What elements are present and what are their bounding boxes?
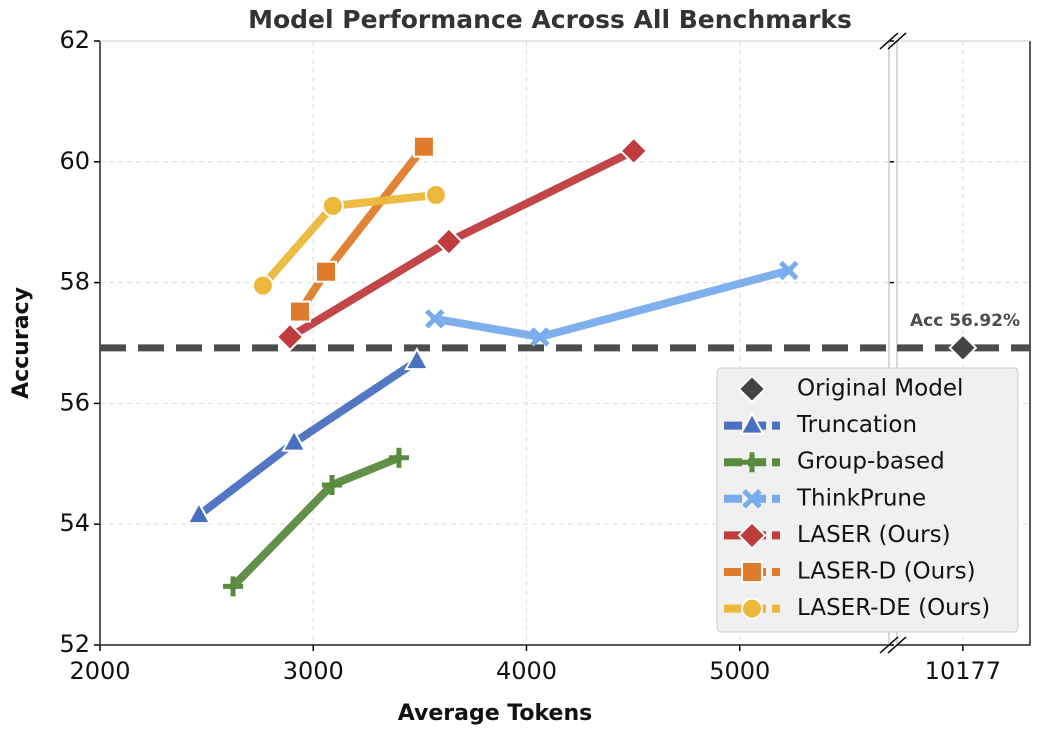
x-axis-label: Average Tokens: [398, 701, 592, 726]
point: [275, 322, 305, 352]
point: [388, 447, 409, 468]
legend-label: Truncation: [796, 412, 917, 438]
y-tick-label: 56: [59, 388, 90, 416]
point: [412, 135, 435, 158]
point: [186, 501, 212, 525]
chart-title: Model Performance Across All Benchmarks: [248, 5, 852, 34]
point: [619, 136, 649, 166]
point: [425, 309, 445, 329]
legend-marker: [741, 561, 763, 583]
legend-label: LASER-D (Ours): [797, 559, 976, 585]
legend-marker: [737, 520, 767, 550]
axis-frame: [897, 41, 1031, 646]
point: [251, 274, 274, 297]
legend-marker: [741, 597, 763, 620]
legend-label: ThinkPrune: [796, 485, 926, 511]
point: [322, 474, 343, 495]
legend-label: Group-based: [797, 449, 945, 475]
y-axis-label: Accuracy: [9, 287, 34, 399]
y-tick-label: 60: [59, 147, 90, 175]
point: [948, 333, 978, 363]
axis-frame: [99, 41, 889, 646]
y-tick-label: 58: [59, 268, 90, 296]
y-tick-label: 62: [59, 26, 90, 54]
legend-label: LASER-DE (Ours): [797, 595, 990, 621]
point: [424, 184, 447, 207]
x-tick-label: 5000: [709, 657, 770, 685]
axis-break: [887, 32, 907, 50]
reference-label: Acc 56.92%: [910, 311, 1020, 331]
point: [315, 260, 338, 283]
point: [530, 327, 550, 347]
legend-label: Original Model: [797, 376, 963, 402]
point: [404, 347, 430, 371]
point: [321, 194, 344, 217]
axis-break: [879, 636, 899, 654]
legend-box: [716, 367, 1019, 633]
legend-label: LASER (Ours): [797, 522, 951, 548]
point: [779, 260, 799, 281]
legend-marker: [739, 411, 765, 435]
y-tick-label: 54: [59, 509, 90, 537]
legend-marker: [742, 489, 762, 509]
point: [289, 300, 312, 323]
legend-marker: [737, 374, 767, 404]
point: [223, 576, 244, 597]
axis-break: [879, 32, 899, 50]
point: [281, 428, 307, 452]
series-line: [286, 146, 638, 341]
x-tick-label: 4000: [496, 657, 557, 685]
legend: Original Model Truncation Group-based Think…: [716, 367, 1019, 633]
axis-break: [887, 636, 907, 654]
x-tick-label: 3000: [283, 657, 344, 685]
point: [434, 227, 464, 256]
legend-marker: [742, 452, 762, 473]
x-tick-label: 10177: [925, 657, 1001, 685]
series-line: [194, 357, 421, 520]
series-line: [430, 266, 793, 342]
y-tick-label: 52: [59, 630, 90, 658]
series-line: [229, 453, 403, 591]
series-line: [296, 142, 428, 316]
x-tick-label: 2000: [69, 657, 130, 685]
